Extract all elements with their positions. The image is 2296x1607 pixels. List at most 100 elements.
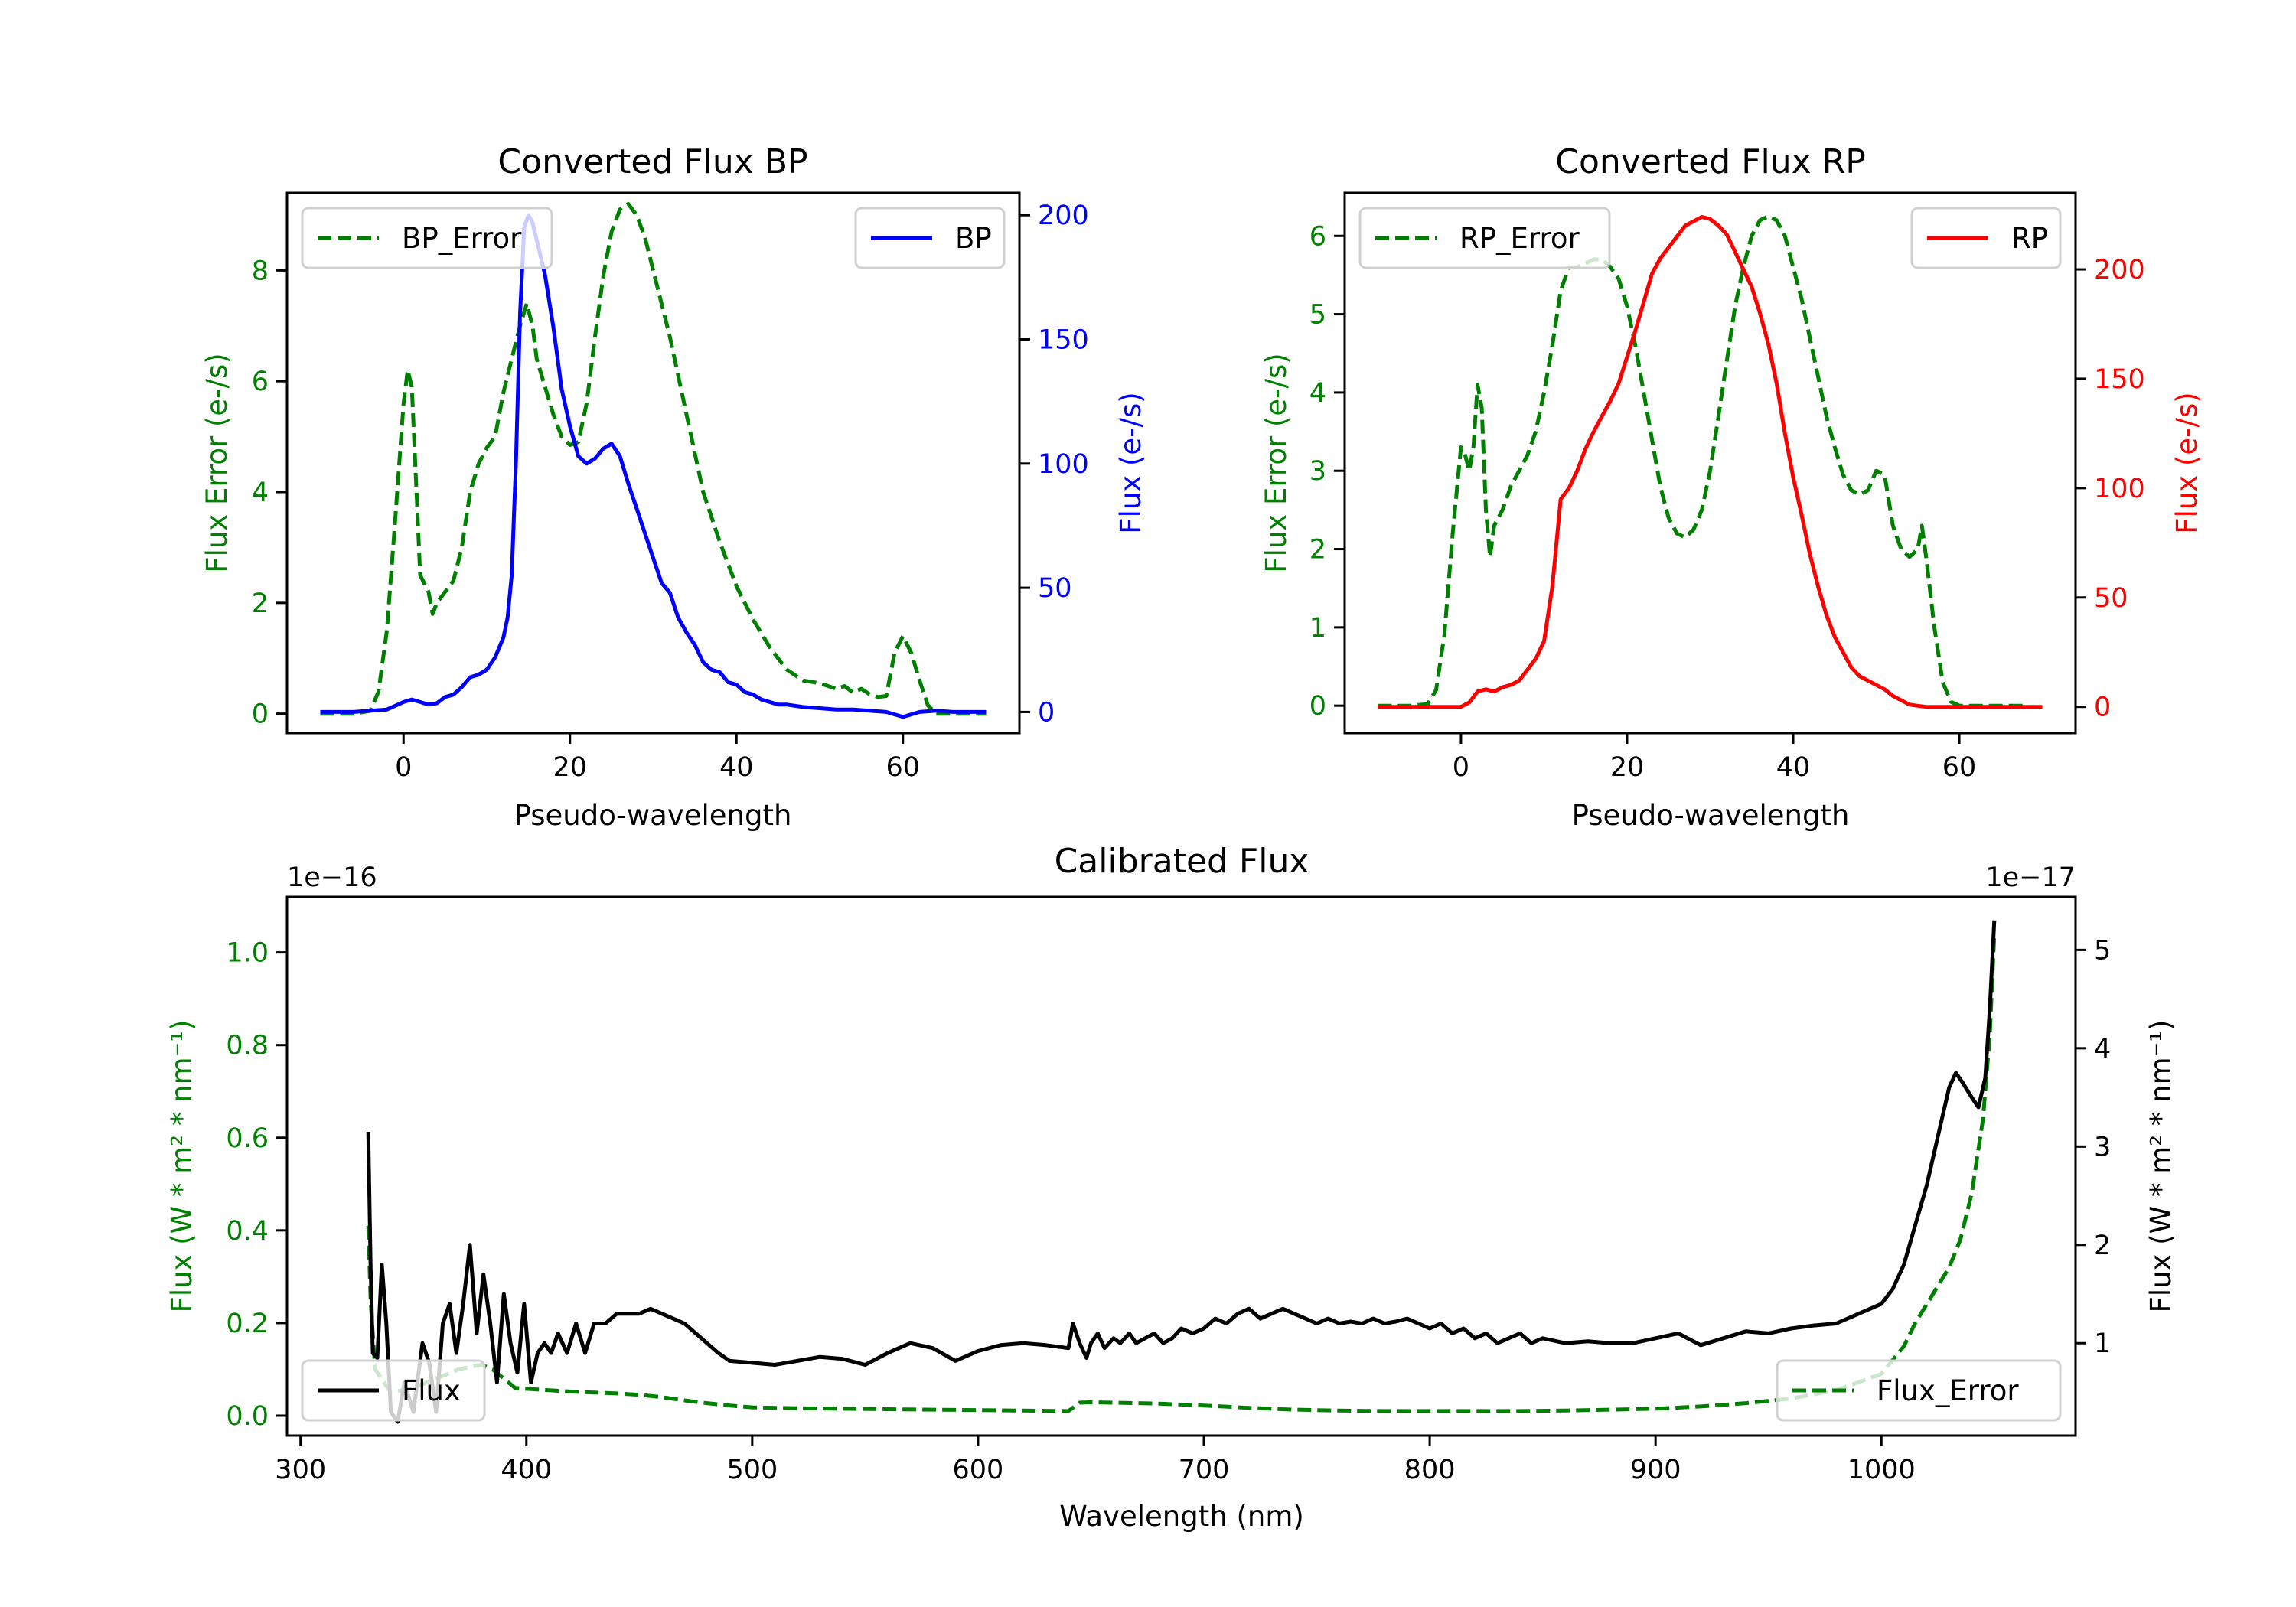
calib-ytick-left-label: 0.8 — [226, 1031, 269, 1061]
bp-ytick-left-label: 6 — [252, 367, 269, 397]
rp-axes-frame — [1343, 191, 2077, 735]
calib-legend-lower-left: Flux — [301, 1359, 486, 1422]
rp-xlabel: Pseudo-wavelength — [1572, 799, 1850, 832]
calib-axes-frame — [285, 895, 2077, 1437]
calib-xtick-label: 400 — [501, 1455, 552, 1485]
rp-xtick-label: 60 — [1942, 752, 1977, 783]
calib-ytick-right-label: 1 — [2094, 1328, 2111, 1359]
rp-ytick-left-label: 5 — [1309, 300, 1326, 331]
bp-series-bp — [320, 213, 987, 719]
calib-xtick-label: 1000 — [1848, 1455, 1916, 1485]
rp-subplot: Converted Flux RP RP_Error RP 0 20 40 600123… — [1260, 142, 2203, 832]
bp-xlabel: Pseudo-wavelength — [514, 799, 792, 832]
bp-series-layer — [320, 202, 987, 719]
bp-series-bp-error — [320, 202, 987, 716]
bp-legend-box — [301, 207, 553, 269]
calibrated-series-layer — [366, 920, 1997, 1424]
bp-ytick-left-label: 0 — [252, 699, 269, 730]
rp-legend-upper-left: RP_Error — [1358, 207, 1611, 269]
rp-legend-box — [1358, 207, 1611, 269]
bp-xtick-label: 0 — [395, 752, 412, 783]
rp-series-rp-error — [1378, 214, 2026, 708]
bp-axes-layer: 0 20 40 60 0 2 4 6 8 0 50 100 150 200 — [252, 191, 1089, 783]
calibrated-ylabel-right: Flux (W * m² * nm⁻¹) — [2144, 1020, 2177, 1313]
rp-ylabel-right: Flux (e-/s) — [2170, 392, 2203, 533]
rp-xtick-label: 20 — [1610, 752, 1645, 783]
bp-legend-label: BP_Error — [402, 222, 522, 255]
calib-ytick-right-label: 4 — [2094, 1034, 2111, 1064]
bp-ytick-left-label: 2 — [252, 588, 269, 619]
bp-legend-layer: BP_Error BP — [301, 207, 1006, 269]
calibrated-legend-layer: Flux Flux_Error — [301, 1359, 2062, 1422]
rp-series-layer — [1378, 214, 2043, 709]
bp-ytick-right-label: 150 — [1038, 325, 1089, 356]
rp-title: Converted Flux RP — [1555, 142, 1866, 181]
calib-series-flux — [366, 920, 1997, 1424]
bp-xtick-label: 60 — [885, 752, 920, 783]
rp-legend-label: RP — [2011, 222, 2048, 255]
rp-ytick-left-label: 2 — [1309, 535, 1326, 566]
calib-ytick-right-label: 2 — [2094, 1231, 2111, 1261]
bp-legend-upper-left: BP_Error — [301, 207, 553, 269]
rp-ytick-left-label: 1 — [1309, 613, 1326, 644]
bp-ytick-right-label: 0 — [1038, 697, 1055, 728]
calib-ytick-left-label: 0.6 — [226, 1123, 269, 1154]
calib-legend-label: Flux — [402, 1374, 461, 1407]
calib-xtick-label: 900 — [1630, 1455, 1681, 1485]
bp-subplot: Converted Flux BP BP_Error BP 0 20 40 600246… — [201, 142, 1147, 832]
calib-ytick-right-label: 3 — [2094, 1132, 2111, 1162]
bp-legend-label: BP — [955, 222, 992, 255]
bp-ytick-left-label: 4 — [252, 478, 269, 508]
rp-ytick-right-label: 200 — [2094, 255, 2145, 285]
bp-title: Converted Flux BP — [497, 142, 807, 181]
rp-ytick-left-label: 3 — [1309, 456, 1326, 487]
bp-legend-upper-right: BP — [854, 207, 1006, 269]
rp-legend-label: RP_Error — [1459, 222, 1580, 255]
calib-legend-label: Flux_Error — [1877, 1374, 2019, 1407]
calib-xtick-label: 500 — [726, 1455, 778, 1485]
rp-xtick-label: 0 — [1453, 752, 1469, 783]
calib-xtick-label: 600 — [953, 1455, 1004, 1485]
calibrated-offset-right: 1e−17 — [1985, 862, 2076, 893]
bp-ytick-right-label: 200 — [1038, 200, 1089, 231]
calibrated-title: Calibrated Flux — [1055, 842, 1309, 881]
calib-legend-lower-right: Flux_Error — [1776, 1359, 2062, 1422]
rp-ytick-left-label: 0 — [1309, 691, 1326, 722]
calib-ytick-left-label: 0.4 — [226, 1216, 269, 1247]
bp-ytick-right-label: 50 — [1038, 573, 1072, 604]
calib-legend-box — [1776, 1359, 2062, 1422]
bp-ylabel-right: Flux (e-/s) — [1114, 392, 1147, 533]
calibrated-axes-layer: 300 400 500 600 700 800 900 1000 0.0 0.2 0.4 0.6 0.8… — [226, 895, 2111, 1485]
calib-ytick-left-label: 1.0 — [226, 938, 269, 969]
calibrated-ylabel-left: Flux (W * m² * nm⁻¹) — [165, 1020, 198, 1313]
rp-ytick-right-label: 150 — [2094, 364, 2145, 395]
calib-ytick-left-label: 0.2 — [226, 1309, 269, 1339]
calib-legend-box — [301, 1359, 486, 1422]
calib-xtick-label: 700 — [1179, 1455, 1230, 1485]
bp-xtick-label: 40 — [719, 752, 754, 783]
bp-ytick-left-label: 8 — [252, 256, 269, 286]
bp-ytick-right-label: 100 — [1038, 449, 1089, 480]
rp-legend-layer: RP_Error RP — [1358, 207, 2062, 269]
calibrated-subplot: Calibrated Flux 1e−16 1e−17 Flux Flux_Err… — [165, 842, 2177, 1533]
bp-ylabel-left: Flux Error (e-/s) — [201, 353, 233, 572]
rp-ylabel-left: Flux Error (e-/s) — [1260, 353, 1293, 572]
calibrated-offset-left: 1e−16 — [287, 862, 377, 893]
calibrated-xlabel: Wavelength (nm) — [1059, 1500, 1304, 1533]
calib-series-flux-error — [366, 934, 1997, 1413]
rp-ytick-right-label: 0 — [2094, 693, 2111, 723]
rp-ytick-right-label: 50 — [2094, 583, 2128, 614]
calib-xtick-label: 800 — [1404, 1455, 1456, 1485]
rp-xtick-label: 40 — [1776, 752, 1811, 783]
rp-ytick-left-label: 6 — [1309, 221, 1326, 252]
bp-xtick-label: 20 — [553, 752, 587, 783]
calib-xtick-label: 300 — [275, 1455, 326, 1485]
calib-ytick-right-label: 5 — [2094, 935, 2111, 966]
rp-series-rp — [1378, 214, 2043, 709]
calib-ytick-left-label: 0.0 — [226, 1401, 269, 1432]
rp-legend-upper-right: RP — [1910, 207, 2062, 269]
rp-ytick-left-label: 4 — [1309, 378, 1326, 409]
rp-ytick-right-label: 100 — [2094, 474, 2145, 504]
